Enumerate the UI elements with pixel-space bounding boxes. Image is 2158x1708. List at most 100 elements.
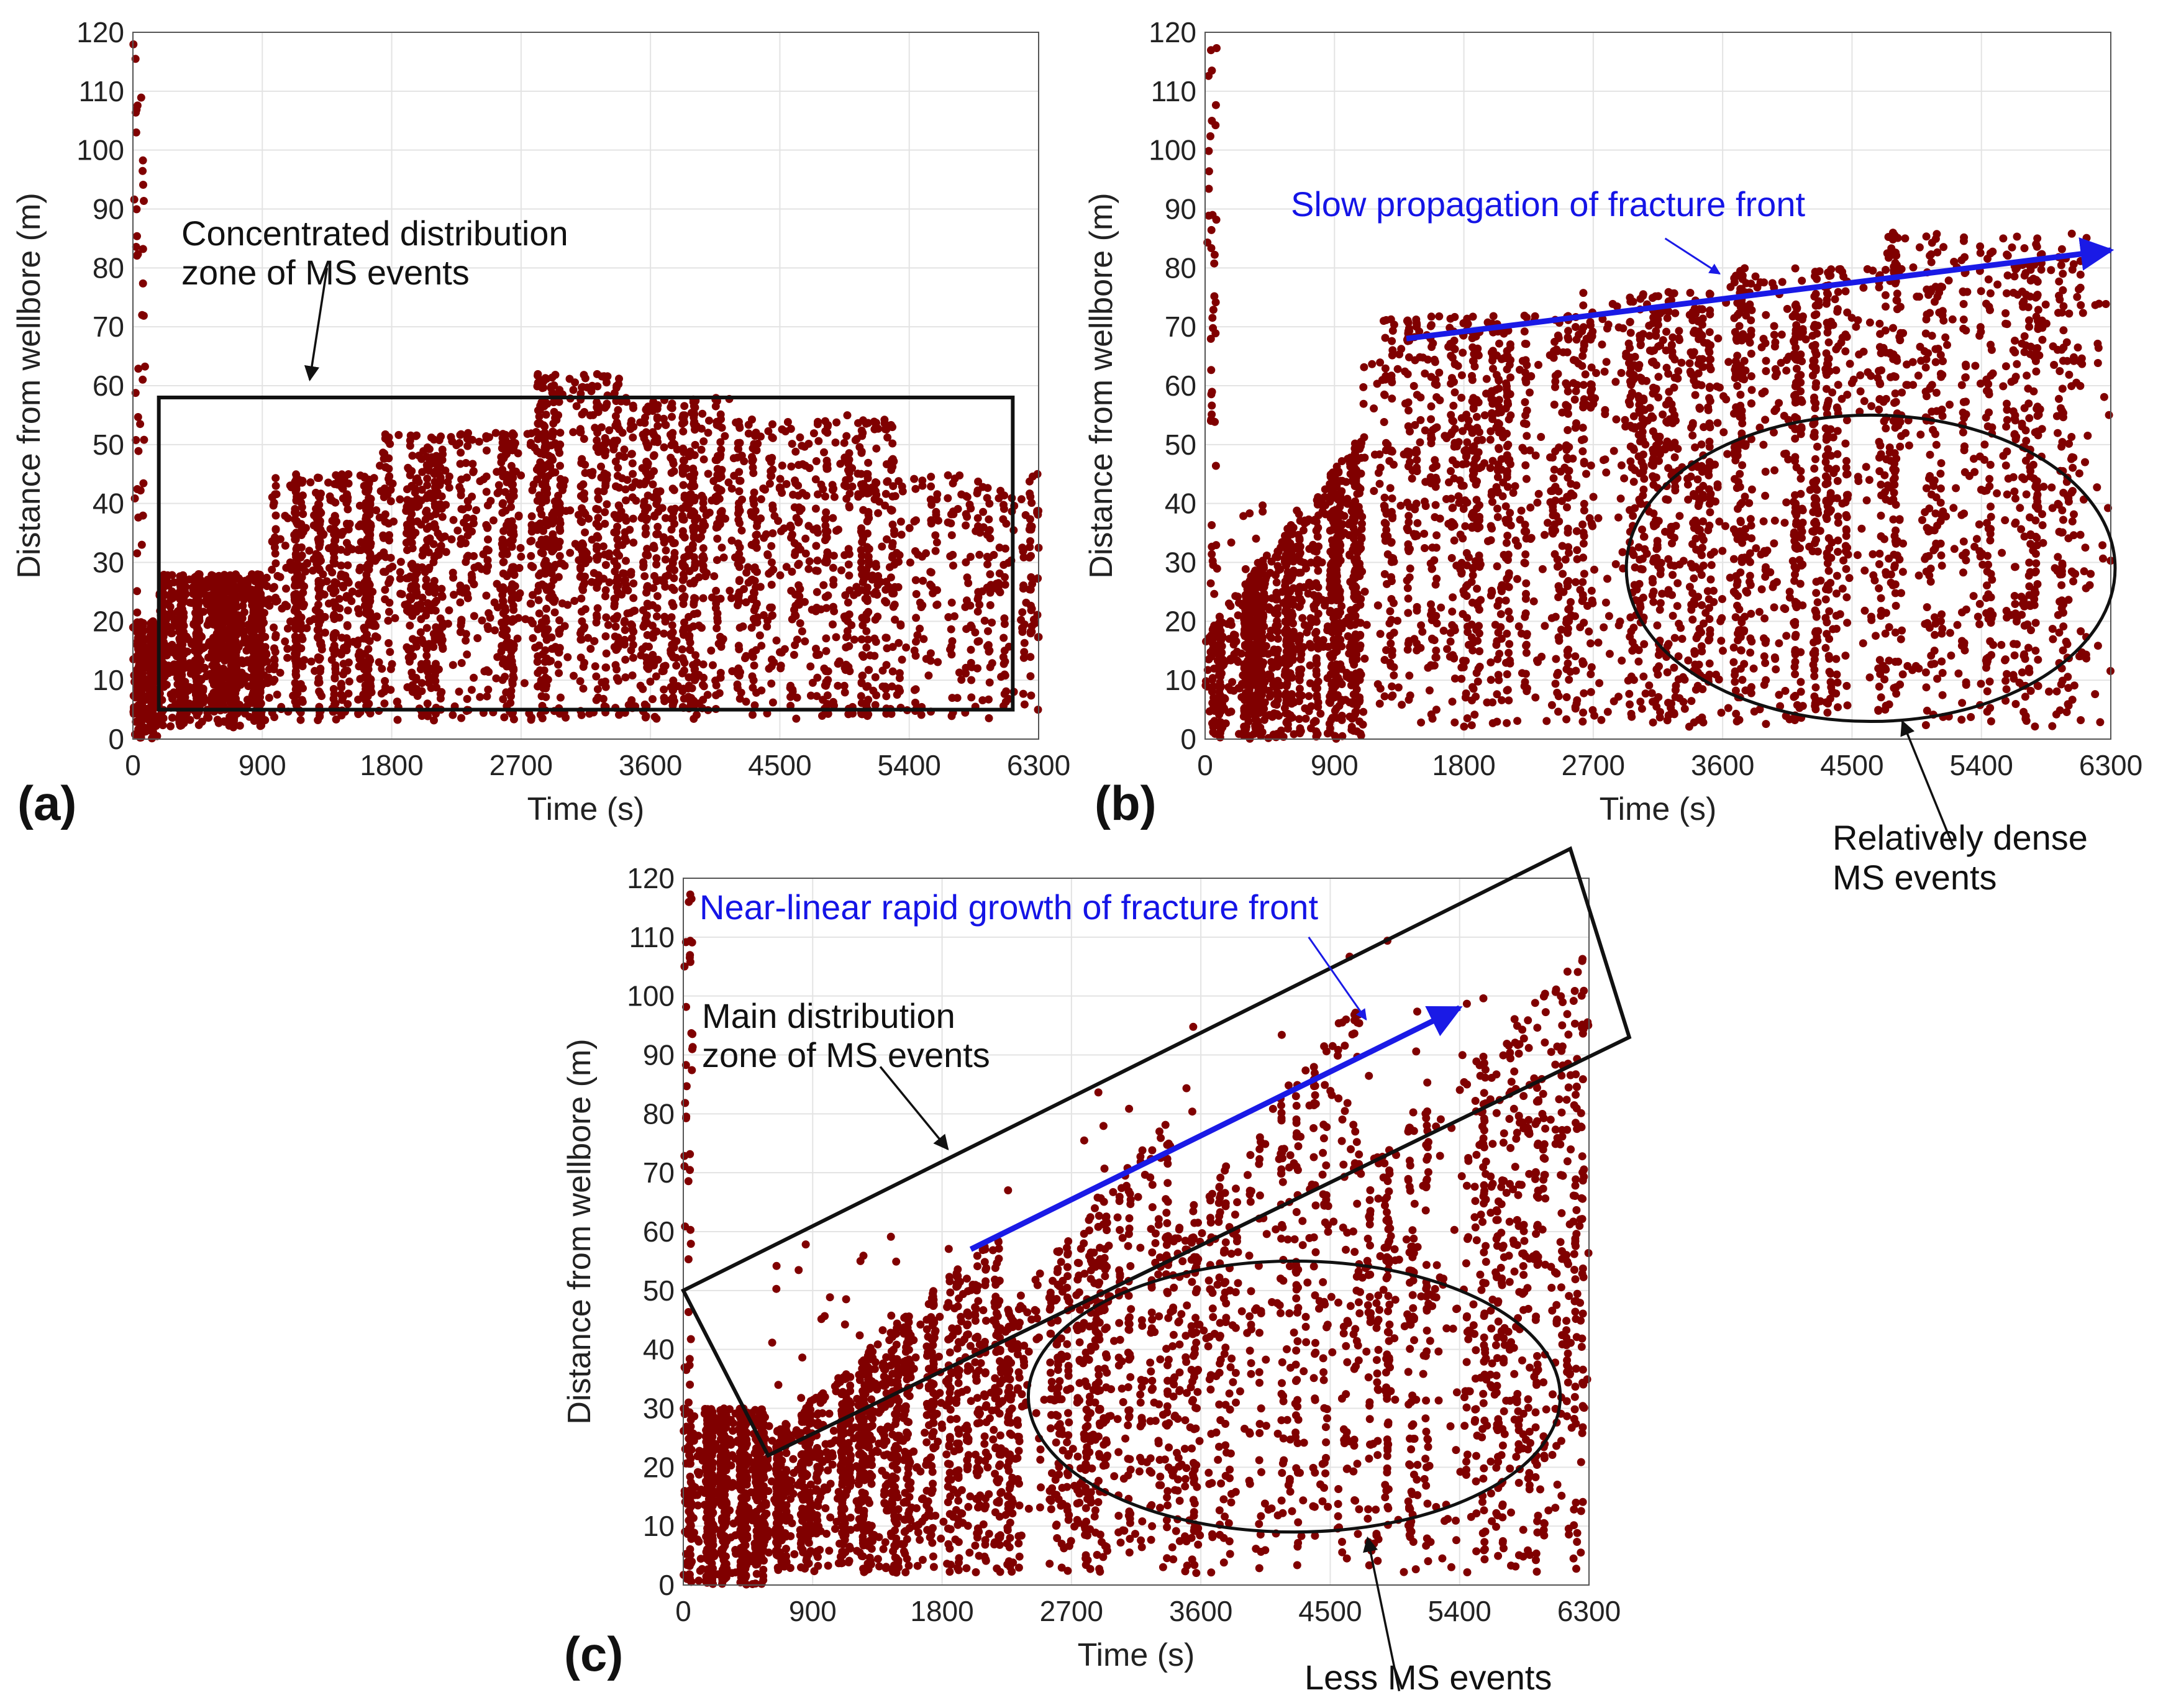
ms-event-point — [829, 576, 838, 584]
ms-event-point — [498, 676, 507, 684]
ms-event-point — [293, 591, 301, 599]
ms-event-point — [362, 512, 371, 520]
ms-event-point — [787, 462, 796, 471]
ms-event-point — [554, 573, 563, 581]
ms-event-point — [639, 558, 648, 566]
ms-event-point — [865, 666, 873, 675]
ms-event-point — [713, 534, 722, 543]
ms-event-point — [788, 440, 796, 448]
ms-event-point — [498, 642, 506, 650]
ms-event-point — [305, 547, 314, 555]
ms-event-point — [271, 474, 280, 483]
ms-event-point — [175, 635, 184, 643]
ms-event-point — [566, 548, 575, 557]
ms-event-point — [680, 666, 688, 675]
ms-event-point — [749, 711, 757, 719]
ms-event-point — [554, 660, 562, 669]
ms-event-point — [621, 584, 630, 593]
ms-event-point — [396, 558, 405, 566]
ms-event-point — [735, 624, 744, 632]
ms-event-point — [576, 571, 585, 580]
ms-event-point — [649, 629, 658, 638]
ms-event-point — [862, 643, 871, 652]
ms-event-point — [212, 620, 221, 629]
ms-event-point — [629, 514, 637, 523]
scatter-points — [129, 40, 1043, 743]
ms-event-point — [414, 478, 423, 486]
ms-event-point — [422, 508, 430, 517]
ms-event-point — [148, 719, 157, 727]
ms-event-point — [491, 429, 500, 437]
ms-event-point — [385, 519, 393, 528]
ms-event-point — [851, 436, 860, 445]
ms-event-point — [448, 661, 457, 670]
ms-event-point — [489, 516, 498, 525]
ms-event-point — [541, 438, 549, 447]
ms-event-point — [404, 498, 412, 507]
ms-event-point — [406, 436, 414, 445]
ms-event-point — [776, 475, 785, 483]
ms-event-point — [603, 475, 611, 483]
ms-event-point — [602, 649, 611, 658]
ms-event-point — [702, 511, 711, 519]
ms-event-point — [537, 535, 546, 544]
ms-event-point — [660, 578, 668, 586]
ms-event-point — [291, 670, 300, 679]
ms-event-point — [291, 656, 299, 665]
ms-event-point — [601, 586, 610, 594]
ms-event-point — [576, 653, 585, 662]
ms-event-point — [408, 532, 417, 540]
ms-event-point — [330, 645, 339, 654]
ms-event-point — [755, 631, 764, 640]
ms-event-point — [455, 438, 463, 447]
ms-event-point — [170, 688, 178, 697]
ms-event-point — [227, 573, 235, 581]
ms-event-point — [432, 666, 441, 675]
ms-event-point — [744, 429, 753, 438]
ms-event-point — [556, 519, 565, 528]
ms-event-point — [423, 481, 432, 489]
ms-event-point — [174, 699, 183, 708]
ms-event-point — [547, 565, 556, 573]
ms-event-point — [228, 615, 237, 624]
ms-event-point — [628, 671, 637, 679]
ms-event-point — [690, 496, 699, 505]
ms-event-point — [532, 428, 540, 436]
ms-event-point — [482, 432, 491, 440]
ms-event-point — [270, 661, 279, 670]
ms-event-point — [523, 430, 532, 438]
ms-event-point — [717, 507, 726, 516]
ms-event-point — [735, 468, 744, 476]
ms-event-point — [690, 696, 698, 705]
ms-event-point — [556, 429, 565, 437]
ms-event-point — [328, 568, 337, 577]
ms-event-point — [453, 526, 462, 535]
ms-event-point — [824, 667, 832, 676]
ms-event-point — [679, 531, 687, 540]
ms-event-point — [653, 592, 662, 601]
ms-event-point — [230, 597, 239, 606]
ms-event-point — [432, 491, 441, 500]
ms-event-point — [694, 671, 703, 679]
ms-event-point — [639, 622, 648, 631]
ms-event-point — [791, 447, 800, 456]
ms-event-point — [422, 624, 431, 632]
ms-event-point — [690, 600, 698, 609]
ms-event-point — [737, 556, 746, 565]
ms-event-point — [828, 481, 837, 489]
ms-event-point — [178, 659, 186, 668]
ms-event-point — [168, 594, 177, 602]
ms-event-point — [641, 413, 649, 422]
ms-event-point — [688, 684, 696, 693]
ms-event-point — [888, 542, 896, 551]
ms-event-point — [220, 571, 229, 579]
ms-event-point — [556, 693, 565, 702]
ms-event-point — [463, 514, 471, 522]
ms-event-point — [366, 597, 375, 606]
ms-event-point — [470, 673, 478, 682]
ms-event-point — [547, 633, 556, 642]
ms-event-point — [845, 642, 854, 650]
ms-event-point — [613, 522, 622, 531]
ms-event-point — [229, 584, 238, 593]
ms-event-point — [667, 525, 676, 534]
